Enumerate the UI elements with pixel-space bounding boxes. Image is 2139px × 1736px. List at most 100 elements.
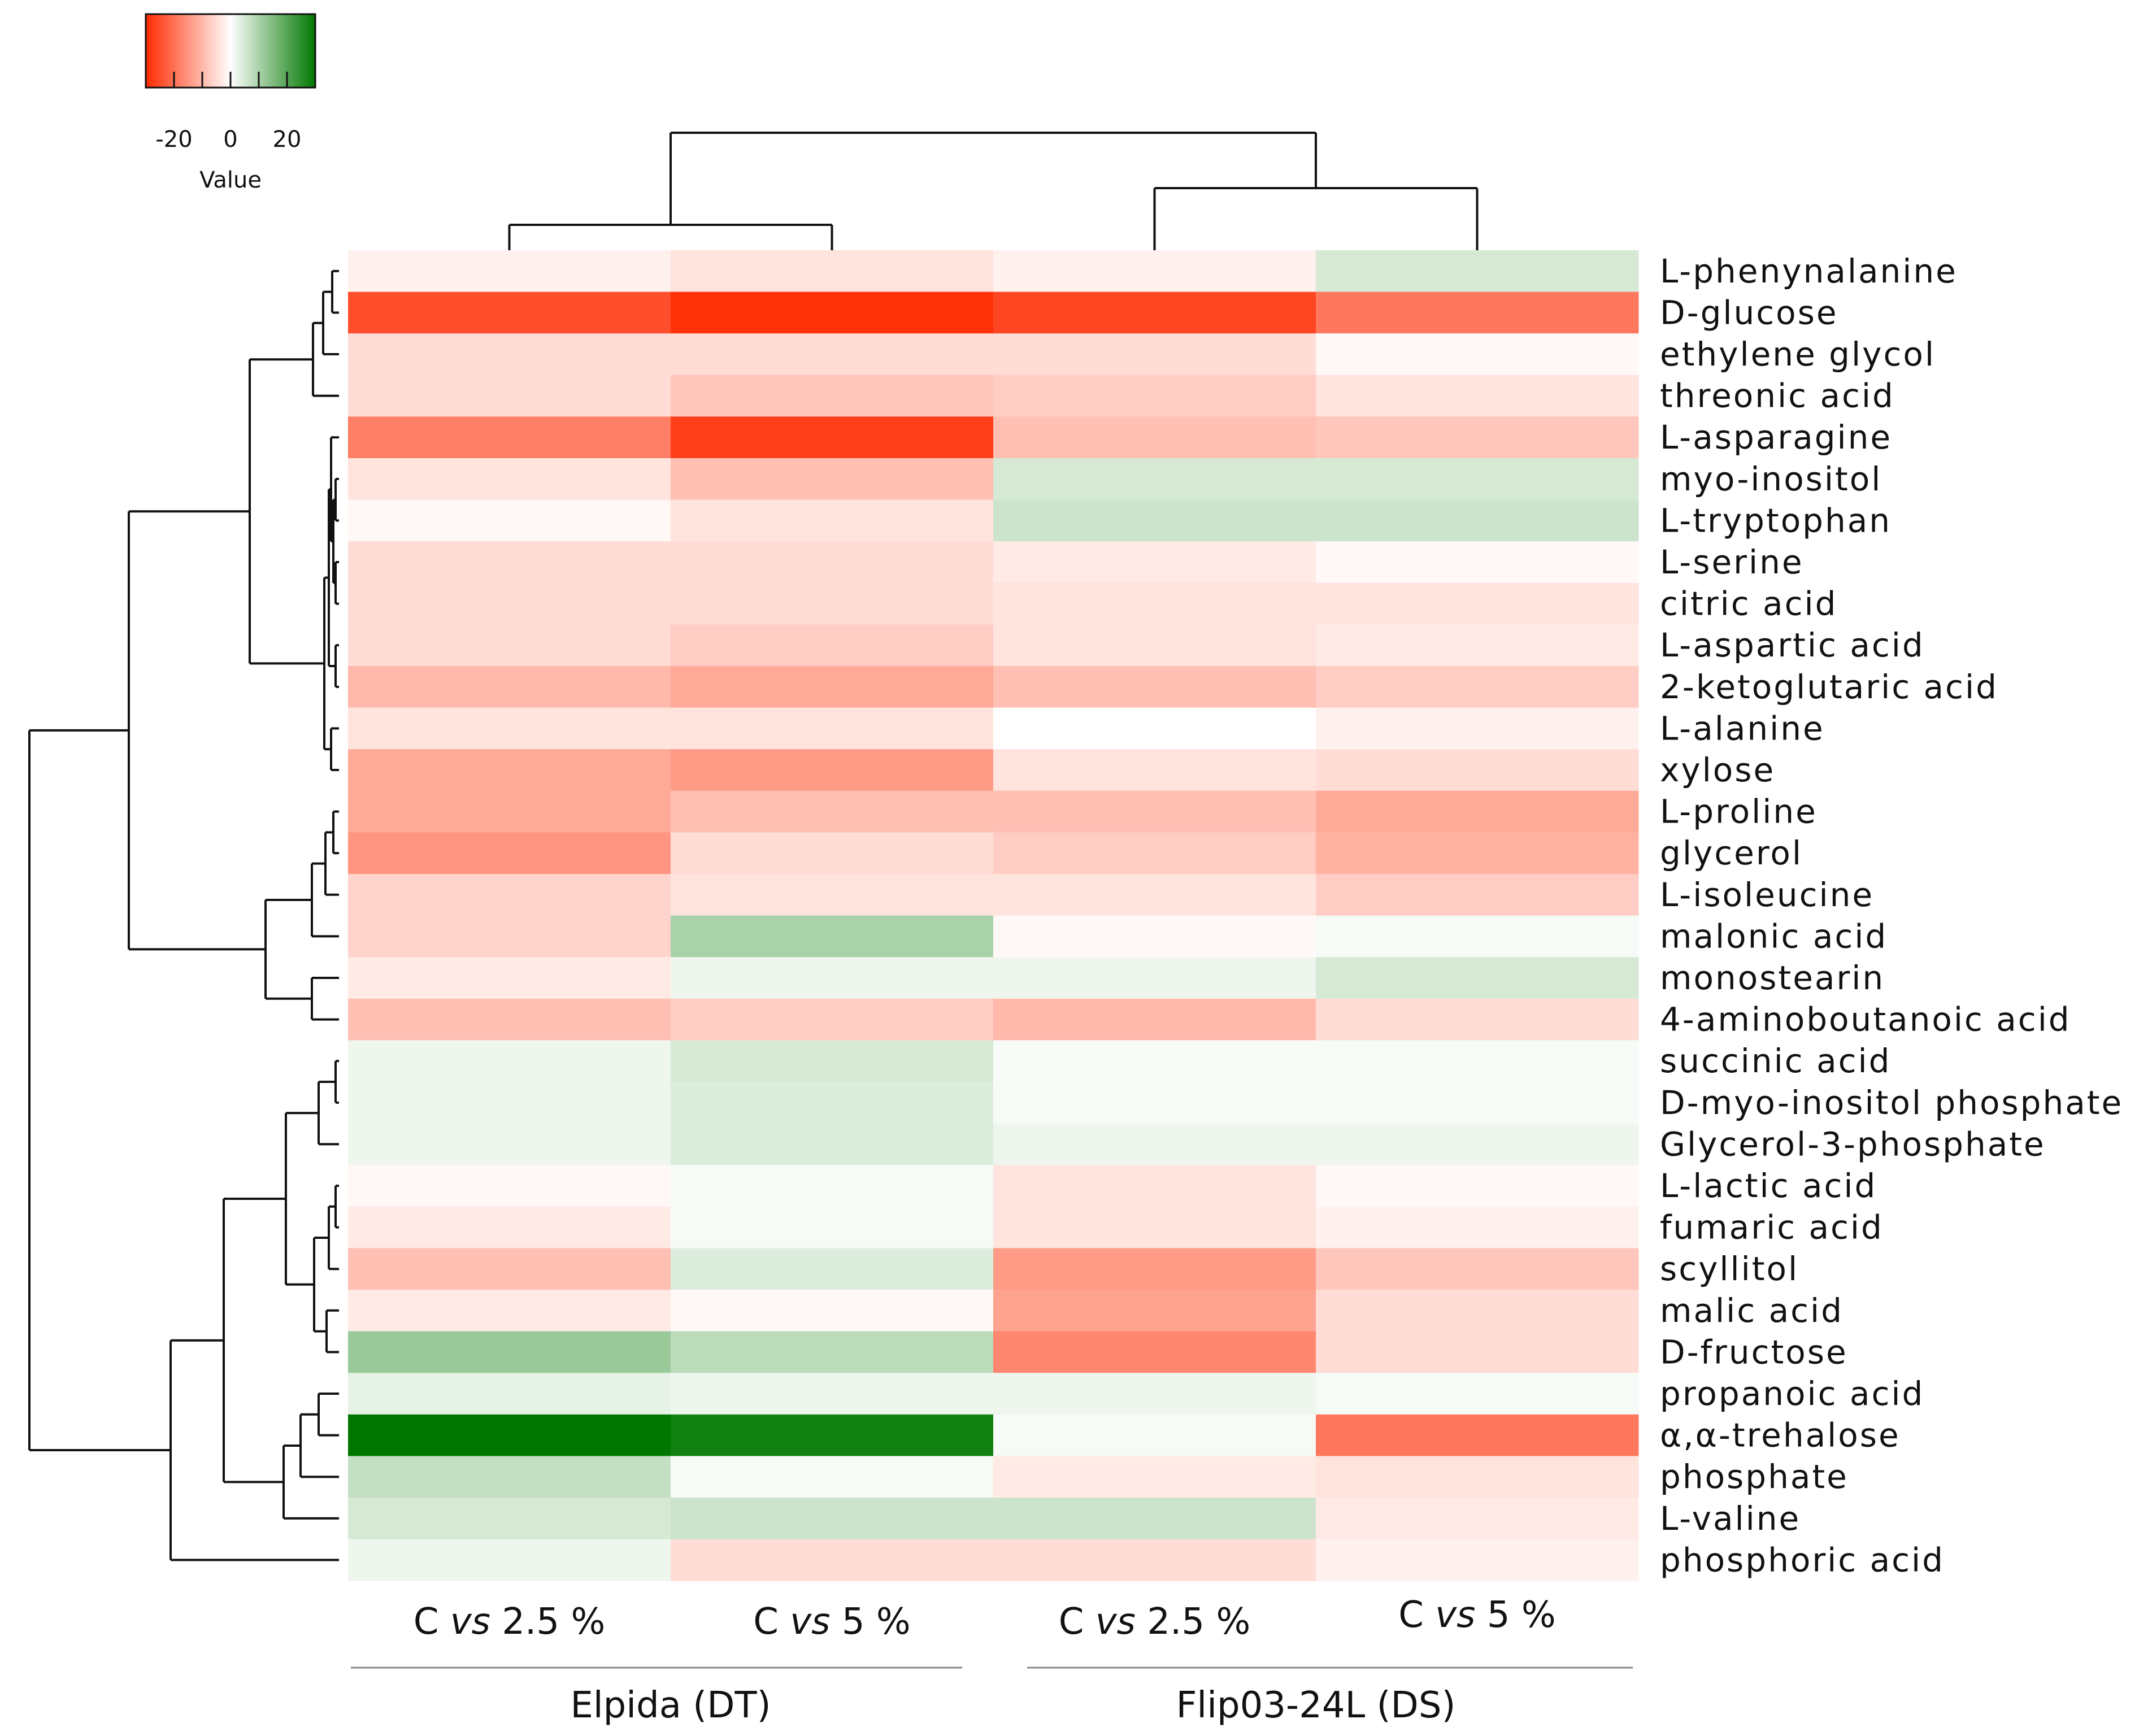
heatmap-cell <box>1316 1123 1639 1165</box>
heatmap-cell <box>671 1373 994 1415</box>
row-label: succinic acid <box>1660 1042 1891 1080</box>
heatmap-cell <box>993 707 1316 750</box>
row-label: malic acid <box>1660 1291 1844 1330</box>
column-labels: C vs 2.5 % C vs 5 % C vs 2.5 % C vs 5 % <box>414 1594 1556 1643</box>
heatmap-cell <box>1316 1082 1639 1124</box>
heatmap-cell <box>348 790 671 833</box>
heatmap-cell <box>348 666 671 708</box>
heatmap-cell <box>671 832 994 874</box>
heatmap-cell <box>1316 1331 1639 1373</box>
heatmap-cell <box>1316 749 1639 791</box>
column-label-italic: vs <box>790 1601 830 1643</box>
heatmap-cell <box>671 957 994 999</box>
column-label-italic: vs <box>1095 1601 1136 1643</box>
row-label: D-fructose <box>1660 1333 1848 1371</box>
heatmap-cell <box>993 790 1316 833</box>
column-dendrogram <box>508 132 1479 250</box>
heatmap-cell <box>671 1290 994 1332</box>
row-label: L-aspartic acid <box>1660 626 1925 664</box>
row-label: phosphoric acid <box>1660 1541 1945 1579</box>
row-label: propanoic acid <box>1660 1374 1924 1413</box>
heatmap-cell <box>348 1165 671 1207</box>
heatmap-cell <box>1316 1414 1639 1456</box>
heatmap-cell <box>671 375 994 417</box>
row-label: monostearin <box>1660 959 1885 997</box>
heatmap-cell <box>993 1414 1316 1456</box>
heatmap-cell <box>993 624 1316 667</box>
heatmap-cell <box>348 749 671 791</box>
heatmap-cell <box>993 1206 1316 1248</box>
heatmap-cell <box>1316 333 1639 376</box>
column-label-prefix: C <box>1059 1601 1095 1643</box>
heatmap-cell <box>671 1082 994 1124</box>
heatmap-cell <box>993 957 1316 999</box>
heatmap-cell <box>348 1498 671 1540</box>
column-label-prefix: C <box>414 1601 450 1643</box>
row-label: threonic acid <box>1660 377 1895 415</box>
heatmap-cell <box>993 333 1316 376</box>
legend-title: Value <box>199 167 262 193</box>
row-label: 4-aminoboutanoic acid <box>1660 1000 2071 1039</box>
heatmap-cell <box>993 582 1316 625</box>
column-label-suffix: 2.5 % <box>490 1601 605 1643</box>
heatmap-cell <box>348 1373 671 1415</box>
heatmap-cell <box>993 499 1316 542</box>
heatmap-cell <box>1316 375 1639 417</box>
heatmap-cell <box>671 1414 994 1456</box>
heatmap-cell <box>993 1373 1316 1415</box>
heatmap-cell <box>671 1040 994 1082</box>
heatmap-cell <box>671 624 994 667</box>
heatmap-cell <box>348 624 671 667</box>
heatmap-cell <box>1316 1248 1639 1290</box>
column-label: C vs 5 % <box>753 1601 910 1643</box>
heatmap-cell <box>1316 1456 1639 1498</box>
heatmap-cell <box>348 333 671 376</box>
heatmap-cell <box>671 541 994 584</box>
color-key-legend: -20 0 20 Value <box>145 13 316 193</box>
heatmap-cell <box>348 707 671 750</box>
heatmap-cell <box>671 1248 994 1290</box>
heatmap-cell <box>1316 1498 1639 1540</box>
heatmap-cell <box>671 458 994 501</box>
row-label: D-glucose <box>1660 293 1838 332</box>
group-label: Flip03-24L (DS) <box>1176 1685 1456 1726</box>
row-label: fumaric acid <box>1660 1208 1884 1247</box>
row-label: xylose <box>1660 751 1775 789</box>
heatmap-cell <box>671 1331 994 1373</box>
row-label: L-lactic acid <box>1660 1167 1877 1205</box>
heatmap-cell <box>348 499 671 542</box>
heatmap-cell <box>348 832 671 874</box>
heatmap-cell <box>671 1456 994 1498</box>
heatmap-cell <box>1316 1206 1639 1248</box>
heatmap-cell <box>348 957 671 999</box>
row-label: L-isoleucine <box>1660 876 1874 914</box>
heatmap-cell <box>348 1082 671 1124</box>
legend-tick-label: 0 <box>223 127 237 153</box>
legend-tick-label: -20 <box>155 127 192 153</box>
heatmap-cell <box>993 1539 1316 1581</box>
heatmap-cell <box>671 582 994 625</box>
heatmap-cell <box>993 458 1316 501</box>
column-label: C vs 2.5 % <box>1059 1601 1251 1643</box>
column-label-prefix: C <box>1398 1594 1435 1636</box>
heatmap-cell <box>348 250 671 293</box>
heatmap-cell <box>671 666 994 708</box>
row-label: glycerol <box>1660 834 1803 872</box>
heatmap-cell <box>1316 582 1639 625</box>
heatmap-cell <box>1316 957 1639 999</box>
heatmap-cell <box>1316 1165 1639 1207</box>
heatmap-cell <box>671 1498 994 1540</box>
heatmap-cell <box>671 1206 994 1248</box>
heatmap-cell <box>348 1539 671 1581</box>
heatmap-cell <box>1316 1290 1639 1332</box>
heatmap-cell <box>671 915 994 958</box>
heatmap-cell <box>993 749 1316 791</box>
heatmap-cell <box>348 375 671 417</box>
heatmap-cell <box>993 416 1316 459</box>
heatmap-cell <box>671 874 994 916</box>
heatmap-cell <box>348 291 671 334</box>
heatmap-cell <box>1316 1539 1639 1581</box>
heatmap-cell <box>671 1165 994 1207</box>
